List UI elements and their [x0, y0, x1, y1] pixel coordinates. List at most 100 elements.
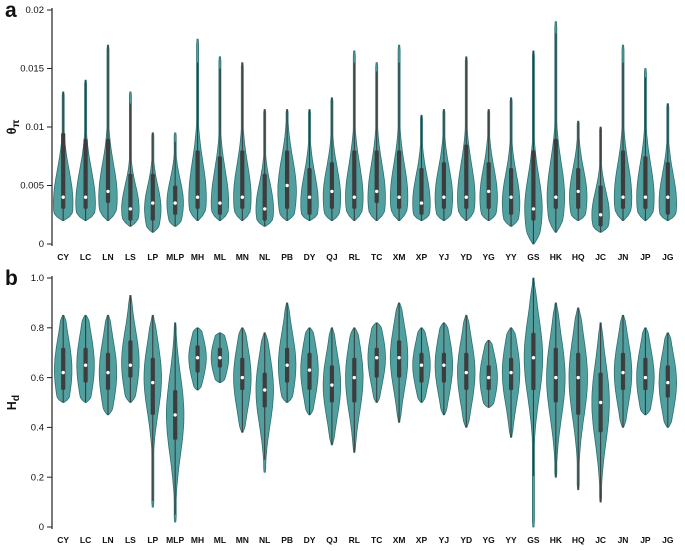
x-tick-label: NL: [259, 535, 270, 545]
median-dot: [442, 363, 446, 367]
median-dot: [151, 380, 155, 385]
x-tick-label: NL: [259, 252, 270, 262]
median-dot: [576, 375, 580, 380]
x-tick-label: TC: [371, 252, 382, 262]
y-tick-label: 0.8: [31, 323, 44, 334]
iqr-box: [61, 132, 66, 209]
median-dot: [374, 189, 379, 194]
y-tick-label: 0.4: [31, 423, 44, 434]
median-dot: [218, 201, 222, 205]
x-tick-label: MH: [191, 535, 204, 545]
panel-b-letter: b: [5, 267, 18, 290]
median-dot: [554, 195, 558, 199]
iqr-box: [128, 340, 133, 378]
median-dot: [83, 363, 88, 367]
median-dot: [509, 195, 513, 199]
median-dot: [419, 201, 424, 205]
iqr-box: [150, 173, 155, 221]
iqr-box: [352, 150, 357, 209]
x-tick-label: LS: [125, 252, 136, 262]
x-tick-label: PB: [281, 252, 293, 262]
median-dot: [509, 370, 513, 375]
iqr-box: [217, 156, 222, 215]
iqr-box: [128, 173, 133, 221]
x-tick-label: HK: [550, 535, 563, 545]
iqr-box: [509, 168, 514, 215]
iqr-box: [419, 168, 424, 215]
iqr-box: [150, 357, 155, 415]
x-tick-label: JN: [618, 252, 629, 262]
iqr-box: [531, 332, 536, 391]
median-dot: [307, 368, 312, 372]
iqr-box: [620, 150, 626, 209]
median-dot: [218, 356, 222, 360]
x-tick-label: LN: [102, 252, 113, 262]
median-dot: [263, 207, 267, 211]
x-tick-label: MH: [191, 252, 204, 262]
median-dot: [61, 370, 65, 375]
y-tick-label: 0: [39, 239, 44, 250]
iqr-box: [397, 150, 402, 209]
x-tick-label: CY: [57, 252, 69, 262]
x-tick-label: LP: [147, 535, 158, 545]
median-dot: [576, 189, 580, 194]
median-dot: [128, 363, 133, 367]
x-tick-label: LP: [147, 252, 158, 262]
median-dot: [397, 356, 401, 360]
x-tick-label: YG: [483, 535, 496, 545]
x-tick-label: MN: [236, 252, 249, 262]
median-dot: [397, 195, 401, 199]
iqr-box: [553, 347, 558, 403]
iqr-box: [105, 138, 111, 203]
y-tick-label: 0.6: [31, 373, 44, 384]
y-tick-label: 0.015: [20, 64, 44, 75]
iqr-box: [419, 352, 424, 383]
x-tick-label: CY: [57, 535, 69, 545]
iqr-box: [61, 347, 66, 390]
x-tick-label: MLP: [166, 252, 184, 262]
x-tick-label: YG: [483, 252, 496, 262]
x-tick-label: YJ: [439, 252, 450, 262]
median-dot: [330, 189, 334, 194]
y-axis-label: Hd: [5, 395, 22, 410]
median-dot: [173, 413, 177, 417]
panel-b: b 0 0.2 0.4 0.6 0.8 1.0 Hd CY LC LN LS LP MLP MH ML MN N…: [0, 268, 685, 551]
median-dot: [240, 195, 245, 199]
iqr-box: [262, 173, 267, 221]
x-tick-label: YD: [460, 252, 472, 262]
median-dot: [531, 356, 536, 360]
x-tick-label: LN: [102, 535, 113, 545]
x-tick-label: YY: [505, 535, 517, 545]
median-dot: [554, 375, 558, 380]
x-tick-label: JG: [662, 252, 674, 262]
median-dot: [464, 195, 468, 199]
x-tick-label: GS: [527, 252, 540, 262]
median-dot: [352, 195, 357, 199]
iqr-box: [441, 162, 446, 209]
y-axis-label: θπ: [5, 120, 22, 135]
x-tick-label: XP: [416, 252, 428, 262]
x-tick-label: RL: [349, 535, 360, 545]
median-dot: [598, 213, 603, 217]
median-dot: [531, 207, 536, 211]
median-dot: [285, 363, 289, 367]
violin-chart-hd: 0 0.2 0.4 0.6 0.8 1.0 Hd CY LC LN LS LP MLP MH ML MN NL P…: [5, 273, 678, 545]
x-tick-label: LC: [80, 535, 91, 545]
median-dot: [643, 195, 648, 199]
x-tick-label: ML: [214, 535, 226, 545]
median-dot: [106, 189, 110, 194]
median-dot: [330, 383, 334, 387]
median-dot: [61, 195, 65, 199]
y-tick-label: 0.005: [20, 181, 44, 192]
iqr-box: [83, 138, 88, 209]
y-tick-label: 0.02: [26, 5, 45, 16]
iqr-box: [643, 357, 648, 391]
y-tick-label: 1.0: [31, 273, 44, 284]
x-tick-label: JC: [595, 535, 606, 545]
x-tick-label: XM: [393, 252, 406, 262]
iqr-box: [374, 150, 379, 204]
median-dot: [106, 370, 110, 375]
panel-a-letter: a: [5, 0, 17, 22]
iqr-box: [374, 347, 379, 378]
